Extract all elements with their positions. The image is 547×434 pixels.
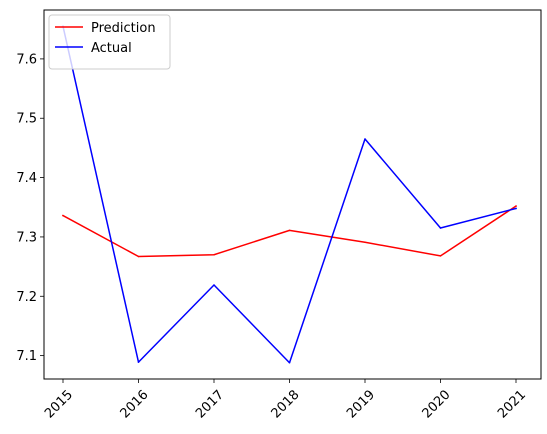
data-point-prediction: [364, 241, 366, 244]
plot-area: [44, 10, 541, 379]
data-point-prediction: [288, 229, 291, 232]
x-tick-label: 2017: [193, 387, 227, 421]
x-tick-label: 2015: [42, 387, 76, 421]
y-tick-label: 7.6: [16, 52, 37, 67]
data-point-prediction: [439, 255, 442, 257]
y-tick-label: 7.4: [16, 171, 37, 186]
data-point-actual: [439, 227, 442, 229]
legend-box: [48, 14, 171, 70]
x-axis: 2015 2016 2017 2018 2019 2020 2021: [42, 379, 529, 421]
y-tick-label: 7.1: [16, 349, 37, 364]
y-tick-label: 7.2: [16, 290, 37, 305]
y-tick-label: 7.5: [16, 112, 37, 127]
y-tick-label: 7.3: [16, 230, 37, 245]
x-tick-label: 2020: [420, 387, 454, 421]
data-point-prediction: [62, 214, 64, 217]
data-point-prediction: [137, 255, 140, 258]
data-point-actual: [364, 138, 366, 140]
legend-label: Actual: [91, 41, 132, 56]
data-point-actual: [515, 207, 517, 210]
data-point-prediction: [213, 253, 215, 256]
data-point-actual: [137, 361, 140, 363]
data-point-prediction: [515, 205, 517, 207]
legend: Prediction Actual: [48, 14, 171, 70]
legend-label: Prediction: [91, 21, 156, 36]
x-tick-label: 2021: [495, 387, 529, 421]
series-layer: [61, 25, 518, 364]
x-tick-label: 2018: [269, 387, 303, 421]
y-axis: 7.1 7.2 7.3 7.4 7.5 7.6: [16, 52, 44, 364]
data-point-actual: [213, 284, 215, 286]
data-point-actual: [288, 361, 291, 364]
x-tick-label: 2019: [344, 387, 378, 421]
x-tick-label: 2016: [118, 387, 152, 421]
plot-frame: [43, 9, 542, 380]
